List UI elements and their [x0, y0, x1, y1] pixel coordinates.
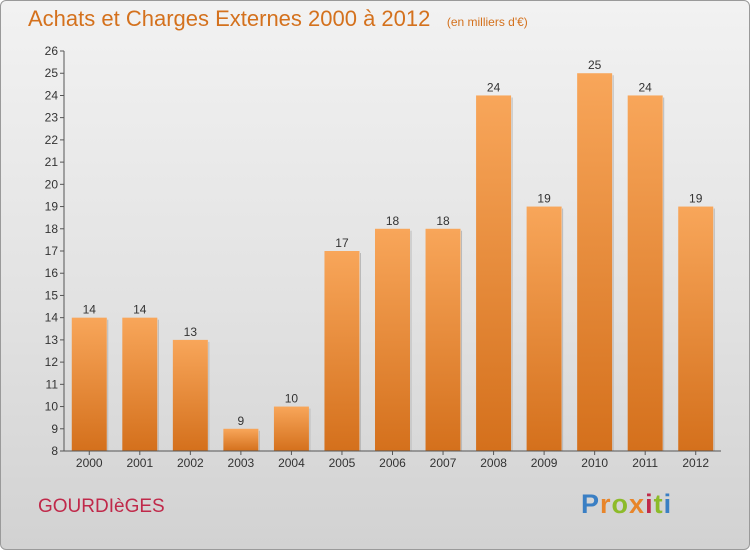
data-label-2011: 24 [639, 80, 653, 94]
x-tick-label-2000: 2000 [76, 456, 103, 470]
x-tick-label-2005: 2005 [329, 456, 356, 470]
x-tick-label-2008: 2008 [480, 456, 507, 470]
data-label-2005: 17 [335, 236, 349, 250]
x-tick-label-2007: 2007 [430, 456, 457, 470]
bar-2000 [71, 317, 107, 451]
y-tick-label-11: 11 [46, 377, 59, 391]
x-tick-label-2004: 2004 [278, 456, 305, 470]
bar-2004 [273, 406, 309, 451]
bar-2003 [223, 428, 259, 451]
bar-2010 [577, 73, 613, 451]
y-tick-label-22: 22 [45, 133, 59, 147]
data-label-2008: 24 [487, 80, 501, 94]
y-tick-label-13: 13 [45, 333, 59, 347]
bar-2009 [526, 206, 562, 451]
data-label-2004: 10 [285, 392, 299, 406]
y-tick-label-10: 10 [45, 400, 59, 414]
y-tick-label-24: 24 [45, 88, 59, 102]
y-tick-label-25: 25 [45, 66, 59, 80]
proxiti-logo: Proxiti [581, 489, 673, 519]
data-label-2009: 19 [537, 192, 551, 206]
x-tick-label-2010: 2010 [581, 456, 608, 470]
chart-title: Achats et Charges Externes 2000 à 2012 [28, 6, 431, 31]
data-label-2012: 19 [689, 192, 703, 206]
data-label-2003: 9 [238, 414, 245, 428]
y-tick-label-16: 16 [45, 266, 59, 280]
y-tick-label-14: 14 [45, 311, 59, 325]
y-tick-label-12: 12 [45, 355, 59, 369]
title-area: Achats et Charges Externes 2000 à 2012 (… [28, 6, 528, 32]
bar-2005 [324, 251, 360, 451]
bar-2006 [375, 228, 410, 451]
x-tick-label-2006: 2006 [379, 456, 406, 470]
bar-2007 [425, 228, 461, 451]
x-tick-label-2011: 2011 [632, 456, 658, 470]
y-tick-label-26: 26 [45, 44, 59, 58]
y-tick-label-23: 23 [45, 111, 59, 125]
x-tick-label-2001: 2001 [126, 456, 153, 470]
data-label-2000: 14 [83, 303, 97, 317]
bar-2011 [627, 95, 663, 451]
commune-name: GOURDIèGES [38, 496, 165, 517]
x-tick-label-2012: 2012 [682, 456, 709, 470]
bar-2002 [172, 339, 208, 451]
y-tick-label-15: 15 [45, 288, 59, 302]
data-label-2007: 18 [436, 214, 450, 228]
bar-2008 [476, 95, 512, 451]
bar-2001 [122, 317, 158, 451]
y-tick-label-19: 19 [45, 200, 59, 214]
y-tick-label-18: 18 [45, 222, 59, 236]
x-tick-label-2009: 2009 [531, 456, 558, 470]
data-label-2006: 18 [386, 214, 400, 228]
x-tick-label-2003: 2003 [228, 456, 255, 470]
y-tick-label-20: 20 [45, 177, 59, 191]
chart-subtitle: (en milliers d'€) [446, 15, 528, 29]
y-tick-label-9: 9 [51, 422, 58, 436]
data-label-2001: 14 [133, 303, 147, 317]
data-label-2010: 25 [588, 58, 602, 72]
data-label-2002: 13 [184, 325, 198, 339]
y-tick-label-21: 21 [45, 155, 59, 169]
y-tick-label-8: 8 [51, 444, 58, 458]
x-tick-label-2002: 2002 [177, 456, 204, 470]
y-tick-label-17: 17 [45, 244, 59, 258]
bar-2012 [678, 206, 714, 451]
